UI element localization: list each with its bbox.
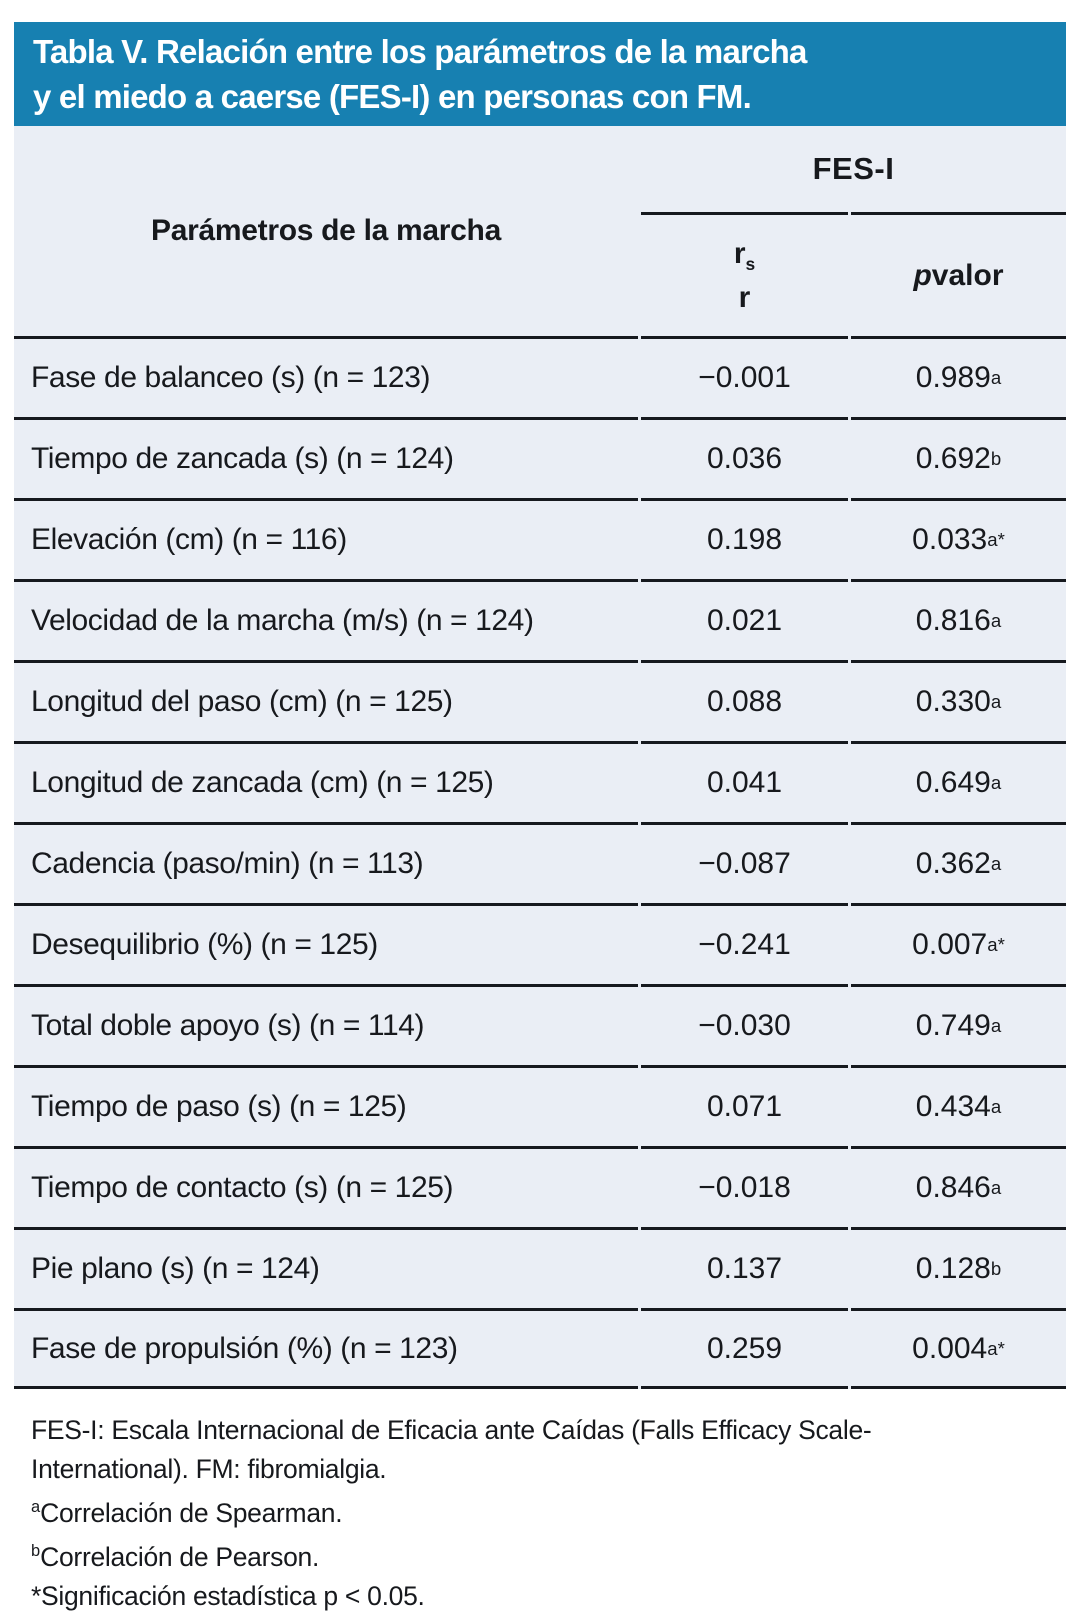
row-label: Fase de propulsión (%) (n = 123)	[14, 1308, 638, 1389]
p-value: 0.330 a	[851, 660, 1066, 741]
page-title-line-2: y el miedo a caerse (FES-I) en personas …	[33, 78, 752, 115]
row-label: Velocidad de la marcha (m/s) (n = 124)	[14, 579, 638, 660]
footnotes: FES-I: Escala Internacional de Eficacia …	[14, 1389, 1066, 1616]
p-value: 0.846 a	[851, 1146, 1066, 1227]
p-superscript: a	[990, 367, 1002, 388]
p-value: 0.128 b	[851, 1227, 1066, 1308]
p-superscript: a	[990, 1096, 1002, 1117]
rs-value: 0.198	[641, 498, 848, 579]
rs-value: 0.021	[641, 579, 848, 660]
rs-value: 0.041	[641, 741, 848, 822]
correlation-table: Parámetros de la marcha FES-I rs r p val…	[14, 126, 1066, 1389]
rs-value: −0.241	[641, 903, 848, 984]
rs-value: 0.036	[641, 417, 848, 498]
table-header: Parámetros de la marcha FES-I rs r p val…	[14, 126, 1066, 336]
p-value: 0.749 a	[851, 984, 1066, 1065]
p-superscript: a	[990, 691, 1002, 712]
table-row: Tiempo de paso (s) (n = 125) 0.071 0.434 a	[14, 1065, 1066, 1146]
p-symbol: p	[913, 258, 932, 292]
p-superscript: a*	[987, 934, 1005, 955]
p-value: 0.004 a*	[851, 1308, 1066, 1389]
p-superscript: a*	[987, 1337, 1005, 1359]
p-value: 0.007 a*	[851, 903, 1066, 984]
p-value: 0.816 a	[851, 579, 1066, 660]
rs-value: 0.259	[641, 1308, 848, 1389]
footnote-line: International). FM: fibromialgia.	[31, 1453, 387, 1484]
row-label: Desequilibrio (%) (n = 125)	[14, 903, 638, 984]
table-row: Fase de propulsión (%) (n = 123) 0.259 0.0…	[14, 1308, 1066, 1389]
row-label: Longitud del paso (cm) (n = 125)	[14, 660, 638, 741]
rs-value: 0.137	[641, 1227, 848, 1308]
p-value: 0.989 a	[851, 336, 1066, 417]
p-superscript: b	[990, 1258, 1002, 1279]
table-row: Cadencia (paso/min) (n = 113) −0.087 0.362…	[14, 822, 1066, 903]
p-superscript: a	[990, 610, 1002, 631]
row-label: Elevación (cm) (n = 116)	[14, 498, 638, 579]
table-row: Tiempo de zancada (s) (n = 124) 0.036 0.69…	[14, 417, 1066, 498]
rs-value: 0.088	[641, 660, 848, 741]
p-superscript: a	[990, 1015, 1002, 1036]
row-label: Total doble apoyo (s) (n = 114)	[14, 984, 638, 1065]
p-superscript: a	[990, 772, 1002, 793]
footnote-line: bCorrelación de Pearson.	[31, 1542, 320, 1573]
column-header-rs: rs r	[641, 212, 848, 336]
table-body: Fase de balanceo (s) (n = 123) −0.001 0.98…	[14, 336, 1066, 1389]
table-row: Longitud de zancada (cm) (n = 125) 0.041 0…	[14, 741, 1066, 822]
rs-value: −0.018	[641, 1146, 848, 1227]
p-value: 0.434 a	[851, 1065, 1066, 1146]
r-symbol: r	[738, 281, 751, 314]
p-value: 0.033 a*	[851, 498, 1066, 579]
footnote-line: aCorrelación de Spearman.	[31, 1497, 343, 1528]
table-row: Total doble apoyo (s) (n = 114) −0.030 0.7…	[14, 984, 1066, 1065]
p-superscript: a	[990, 853, 1002, 874]
row-label: Fase de balanceo (s) (n = 123)	[14, 336, 638, 417]
column-header-pvalor: p valor	[851, 212, 1066, 336]
p-value: 0.362 a	[851, 822, 1066, 903]
rs-value: −0.030	[641, 984, 848, 1065]
rs-subscript: s	[745, 254, 756, 274]
valor-label: valor	[931, 258, 1004, 292]
table-row: Velocidad de la marcha (m/s) (n = 124) 0.…	[14, 579, 1066, 660]
row-label: Tiempo de paso (s) (n = 125)	[14, 1065, 638, 1146]
p-superscript: b	[990, 448, 1002, 469]
row-label: Longitud de zancada (cm) (n = 125)	[14, 741, 638, 822]
rs-value: −0.001	[641, 336, 848, 417]
table-row: Desequilibrio (%) (n = 125) −0.241 0.007 a*	[14, 903, 1066, 984]
p-superscript: a*	[987, 529, 1005, 550]
footnote-line: FES-I: Escala Internacional de Eficacia …	[31, 1415, 872, 1445]
rs-value: 0.071	[641, 1065, 848, 1146]
p-value: 0.692 b	[851, 417, 1066, 498]
row-label: Tiempo de contacto (s) (n = 125)	[14, 1146, 638, 1227]
row-label: Pie plano (s) (n = 124)	[14, 1227, 638, 1308]
table-row: Tiempo de contacto (s) (n = 125) −0.018 0.…	[14, 1146, 1066, 1227]
footnote-line: *Significación estadística p < 0.05.	[31, 1580, 425, 1611]
page-title-line-1: Tabla V. Relación entre los parámetros d…	[33, 33, 807, 70]
page-title-bar: Tabla V. Relación entre los parámetros d…	[14, 22, 1066, 126]
table-row: Fase de balanceo (s) (n = 123) −0.001 0.98…	[14, 336, 1066, 417]
rs-value: −0.087	[641, 822, 848, 903]
table-row: Longitud del paso (cm) (n = 125) 0.088 0.3…	[14, 660, 1066, 741]
footnote-superscript: b	[31, 1542, 41, 1561]
param-column-header: Parámetros de la marcha	[151, 214, 501, 247]
row-label: Tiempo de zancada (s) (n = 124)	[14, 417, 638, 498]
rs-symbol: rs	[733, 237, 756, 274]
fesi-group-header: FES-I	[812, 151, 895, 186]
table-row: Elevación (cm) (n = 116) 0.198 0.033 a*	[14, 498, 1066, 579]
row-label: Cadencia (paso/min) (n = 113)	[14, 822, 638, 903]
footnote-superscript: a	[31, 1498, 41, 1516]
p-superscript: a	[990, 1177, 1002, 1198]
table-row: Pie plano (s) (n = 124) 0.137 0.128 b	[14, 1227, 1066, 1308]
p-value: 0.649 a	[851, 741, 1066, 822]
